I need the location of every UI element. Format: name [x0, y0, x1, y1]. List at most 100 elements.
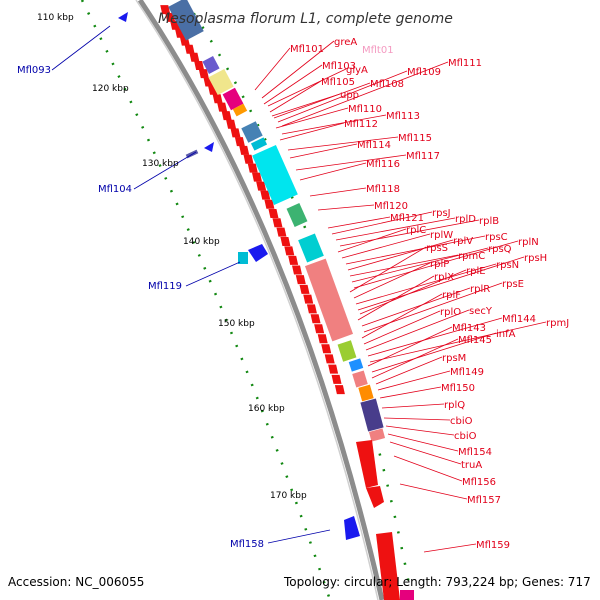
- leader-line: [345, 235, 486, 265]
- gene-label[interactable]: Mfl115: [398, 133, 432, 144]
- gene-label[interactable]: Mfl149: [450, 367, 484, 378]
- gene-label[interactable]: rpsS: [426, 243, 448, 254]
- gene-label[interactable]: cbiO: [450, 416, 473, 427]
- gene-label[interactable]: upp: [340, 90, 359, 101]
- gene-label[interactable]: rplC: [406, 225, 426, 236]
- gene-label[interactable]: rplP: [430, 259, 449, 270]
- leader-line: [287, 136, 399, 151]
- gene-label[interactable]: Mfl159: [476, 540, 510, 551]
- gene-label[interactable]: rpsQ: [488, 244, 512, 255]
- gene-label[interactable]: Mfl120: [374, 201, 408, 212]
- leader-line: [361, 293, 443, 339]
- gene-label[interactable]: rplO: [440, 307, 461, 318]
- gene-label[interactable]: rpsN: [496, 260, 519, 271]
- reverse-gene-arrow: [248, 244, 268, 262]
- gene-label[interactable]: rpmC: [458, 251, 485, 262]
- gene-arrow: [303, 294, 314, 304]
- gene-arrow: [310, 314, 321, 324]
- leader-line: [335, 217, 456, 241]
- gene-label[interactable]: Mfl108: [370, 79, 404, 90]
- gene-label[interactable]: Mfl111: [448, 58, 482, 69]
- gene-label[interactable]: rplE: [466, 266, 486, 277]
- leader-line: [371, 338, 459, 379]
- gene-label[interactable]: rpsC: [485, 232, 508, 243]
- gene-label[interactable]: Mfl110: [348, 104, 382, 115]
- gene-label[interactable]: Mfl150: [441, 383, 475, 394]
- gene-label[interactable]: Mfl121: [390, 213, 424, 224]
- leader-line: [387, 433, 459, 452]
- gene-label[interactable]: rplN: [518, 237, 539, 248]
- gene-label[interactable]: rplV: [453, 236, 473, 247]
- kbp-label: 140 kbp: [183, 237, 220, 247]
- gene-arrow: [328, 364, 339, 374]
- gene-block: [376, 532, 400, 600]
- gene-arrow: [217, 102, 228, 112]
- forward-gene-labels: Mfl101 greA glyA Mfl103 Mfl105 Mfl108 Mf…: [290, 37, 569, 551]
- gene-label[interactable]: Mfl144: [502, 314, 536, 325]
- kbp-label: 110 kbp: [37, 13, 74, 23]
- gene-label[interactable]: rplX: [434, 272, 454, 283]
- label-leader-lines: [254, 40, 547, 553]
- gene-label[interactable]: cbiO: [454, 431, 477, 442]
- leader-line: [367, 326, 453, 367]
- gene-label[interactable]: Mfl103: [322, 61, 356, 72]
- gene-label[interactable]: Mfl117: [406, 151, 440, 162]
- gene-label[interactable]: Mfl156: [462, 477, 496, 488]
- gene-label[interactable]: Mfl113: [386, 111, 420, 122]
- gene-label[interactable]: rpmJ: [546, 318, 569, 329]
- gene-label[interactable]: Mfl143: [452, 323, 486, 334]
- feature-box: [202, 56, 220, 74]
- gene-arrow: [292, 265, 302, 275]
- gene-label[interactable]: Mfl109: [407, 67, 441, 78]
- reverse-gene-arrow: [204, 142, 214, 152]
- gene-label[interactable]: rplR: [470, 284, 490, 295]
- topology-text: Topology: circular; Length: 793,224 bp; …: [283, 575, 591, 589]
- gene-label[interactable]: rplF: [442, 290, 461, 301]
- gene-arrow: [194, 60, 205, 70]
- kbp-label: 130 kbp: [142, 159, 179, 169]
- gene-label[interactable]: rplD: [455, 214, 476, 225]
- gene-arrow: [284, 246, 295, 256]
- gene-label[interactable]: infA: [496, 329, 516, 340]
- gene-label[interactable]: Mfl145: [458, 335, 492, 346]
- leader-line: [279, 122, 345, 141]
- gene-label[interactable]: rpsJ: [432, 208, 451, 219]
- gene-label[interactable]: Mfl116: [366, 159, 400, 170]
- leader-line: [367, 317, 503, 357]
- gene-label[interactable]: greA: [334, 37, 357, 48]
- inner-tick-track: [80, 0, 332, 600]
- trna-label[interactable]: Mflt01: [362, 45, 394, 56]
- reverse-gene-arrow: [118, 12, 128, 22]
- gene-label[interactable]: Mfl114: [357, 140, 391, 151]
- gene-label[interactable]: rplW: [430, 230, 453, 241]
- gene-label-reverse[interactable]: Mfl158: [230, 539, 264, 550]
- gene-label-reverse[interactable]: Mfl093: [17, 65, 51, 76]
- gene-arrow: [243, 154, 254, 164]
- feature-box: [360, 398, 384, 432]
- gene-arrow: [198, 69, 209, 79]
- feature-box: [358, 384, 374, 402]
- gene-label[interactable]: Mfl112: [344, 119, 378, 130]
- leader-line: [317, 204, 375, 211]
- leader-line: [361, 287, 471, 327]
- gene-label[interactable]: Mfl157: [467, 495, 501, 506]
- gene-arrow: [189, 52, 200, 62]
- gene-label[interactable]: secY: [469, 306, 493, 317]
- gene-label[interactable]: truA: [461, 460, 482, 471]
- gene-label[interactable]: rpsM: [442, 353, 466, 364]
- gene-label[interactable]: Mfl101: [290, 44, 324, 55]
- gene-label-reverse[interactable]: Mfl104: [98, 184, 132, 195]
- gene-label[interactable]: rplB: [479, 216, 499, 227]
- gene-label-reverse[interactable]: Mfl119: [148, 281, 182, 292]
- gene-label[interactable]: glyA: [346, 65, 368, 76]
- gene-block: [356, 440, 378, 488]
- gene-label[interactable]: rpsE: [502, 279, 524, 290]
- gene-label[interactable]: Mfl154: [458, 447, 492, 458]
- gene-label[interactable]: Mfl105: [321, 77, 355, 88]
- kbp-labels: 110 kbp 120 kbp 130 kbp 140 kbp 150 kbp …: [37, 13, 307, 501]
- gene-label[interactable]: Mfl118: [366, 184, 400, 195]
- gene-label[interactable]: rpsH: [524, 253, 547, 264]
- gene-label[interactable]: rplQ: [444, 400, 465, 411]
- leader-line: [341, 233, 431, 259]
- feature-box: [337, 340, 357, 362]
